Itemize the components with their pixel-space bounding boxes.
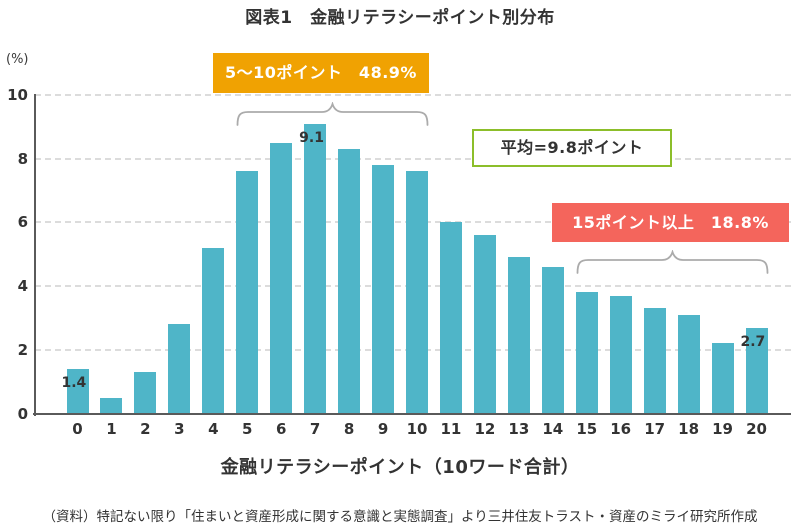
x-axis-tick-label: 7	[309, 419, 321, 438]
x-axis-tick-label: 12	[474, 419, 496, 438]
gridline	[35, 157, 791, 160]
range-15-plus-badge: 15ポイント以上 18.8%	[552, 203, 789, 242]
y-axis-tick-label: 4	[17, 277, 28, 296]
bar	[643, 308, 666, 414]
bar	[745, 327, 768, 414]
range-5-10-bracket	[236, 102, 429, 126]
bar-value-label: 1.4	[61, 374, 87, 391]
source-note: （資料）特記ない限り「住まいと資産形成に関する意識と実態調査」より三井住友トラス…	[42, 509, 758, 525]
x-axis-tick-label: 20	[746, 419, 767, 438]
y-axis-tick-label: 0	[17, 404, 28, 423]
bar	[439, 222, 462, 414]
gridline	[35, 94, 791, 96]
x-axis-tick-label: 13	[508, 419, 530, 438]
x-axis-tick-label: 8	[343, 419, 355, 438]
bar	[406, 171, 428, 414]
range-5-10-badge: 5～10ポイント 48.9%	[213, 53, 429, 93]
bar	[541, 266, 564, 414]
x-axis-tick-label: 6	[275, 419, 287, 438]
bar	[507, 257, 530, 414]
x-axis-tick-label: 15	[576, 419, 598, 438]
x-axis-tick-label: 18	[678, 419, 700, 438]
x-axis-tick-label: 3	[174, 419, 185, 438]
bar	[711, 343, 734, 414]
bar	[304, 123, 327, 414]
bar	[575, 292, 598, 414]
x-axis-tick-label: 0	[72, 419, 83, 438]
bar	[202, 247, 225, 414]
x-axis-tick-label: 10	[406, 419, 428, 438]
x-axis-line	[33, 412, 791, 415]
x-axis-tick-label: 11	[440, 419, 462, 438]
bar	[372, 165, 395, 414]
bar	[338, 149, 361, 414]
y-axis-tick-label: 8	[17, 149, 28, 168]
bar	[100, 397, 123, 414]
x-axis-tick-label: 1	[106, 419, 117, 438]
x-axis-tick-label: 2	[140, 419, 151, 438]
bar	[473, 235, 496, 414]
bar	[66, 368, 89, 414]
y-axis-line	[33, 94, 36, 416]
bar	[270, 142, 293, 414]
range-15-plus-bracket	[576, 250, 769, 274]
bar	[236, 171, 259, 414]
y-axis-unit-label: (%)	[6, 52, 29, 67]
mean-value-box: 平均=9.8ポイント	[472, 129, 672, 167]
x-axis-tick-label: 19	[712, 419, 733, 438]
y-axis-tick-label: 10	[7, 86, 28, 104]
x-axis-tick-label: 4	[208, 419, 219, 438]
x-axis-tick-label: 9	[377, 419, 389, 438]
bar	[609, 295, 632, 414]
bar-value-label: 2.7	[740, 333, 766, 350]
bar	[134, 372, 157, 414]
x-axis-tick-label: 17	[644, 419, 666, 438]
bar-value-label: 9.1	[299, 129, 324, 146]
x-axis-tick-label: 5	[242, 419, 253, 438]
chart-title: 図表1 金融リテラシーポイント別分布	[245, 8, 555, 28]
x-axis-tick-label: 14	[542, 419, 564, 438]
x-axis-tick-label: 16	[610, 419, 632, 438]
y-axis-tick-label: 6	[17, 213, 28, 232]
bar	[677, 314, 700, 414]
y-axis-tick-label: 2	[17, 340, 28, 359]
bar	[168, 324, 191, 414]
x-axis-title: 金融リテラシーポイント（10ワード合計）	[220, 457, 580, 478]
